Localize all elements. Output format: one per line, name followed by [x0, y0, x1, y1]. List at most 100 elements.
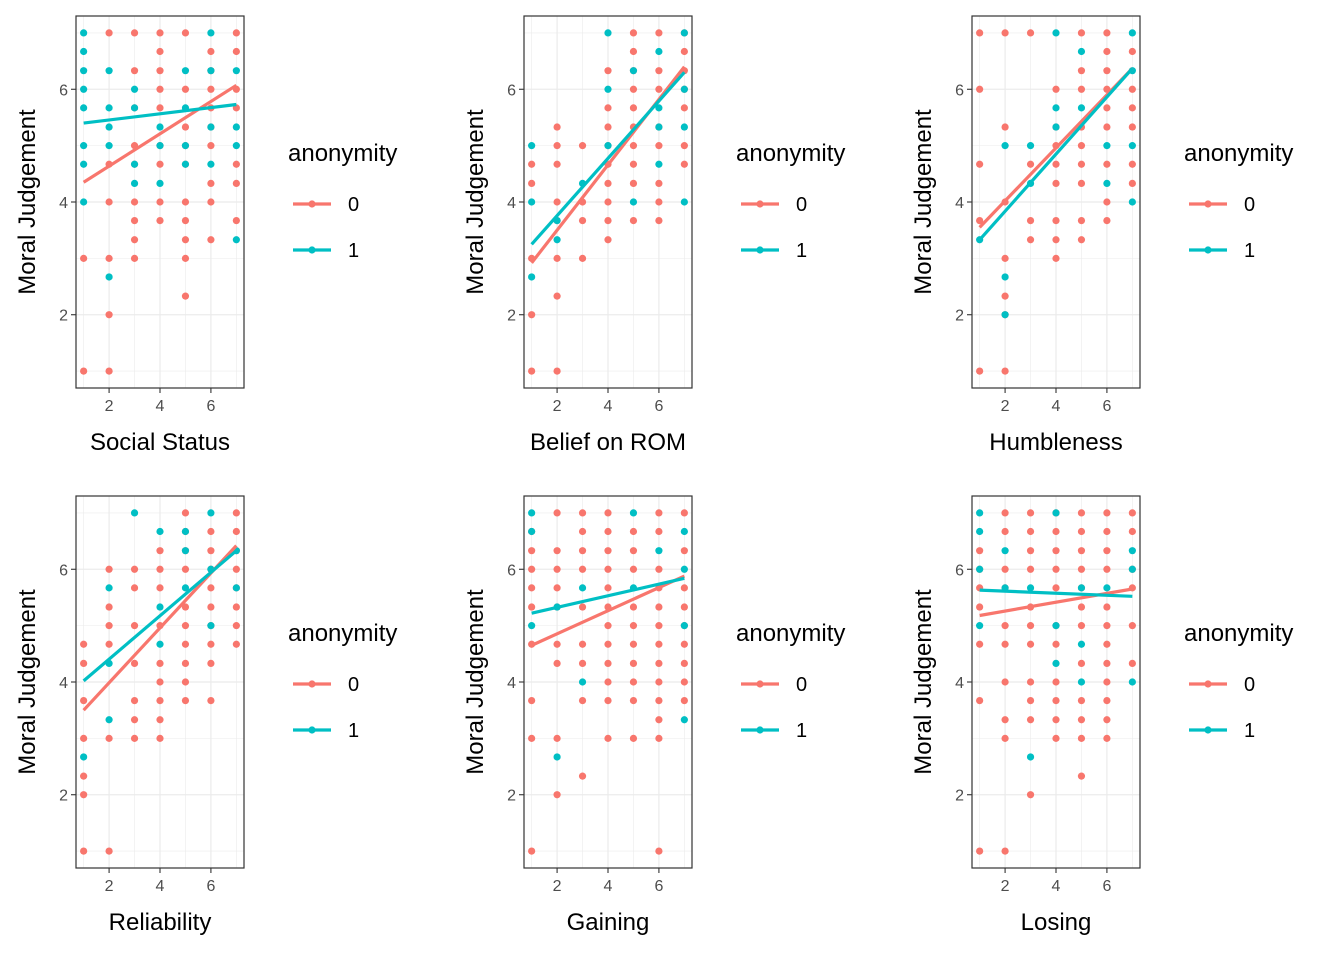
data-point [1052, 659, 1060, 668]
x-tick-label: 6 [206, 878, 215, 895]
x-axis-title: Losing [1021, 909, 1092, 936]
data-point [578, 678, 587, 686]
x-tick-label: 2 [553, 878, 562, 895]
legend: anonymity 0 1 [1184, 620, 1293, 742]
data-point [181, 236, 190, 244]
data-point [629, 29, 638, 37]
data-point [1026, 565, 1035, 573]
data-point [1001, 123, 1009, 131]
data-point [976, 85, 984, 93]
data-point [181, 123, 190, 131]
fit-line-0 [82, 83, 238, 184]
data-point [655, 734, 663, 742]
legend-key-point [756, 726, 764, 734]
data-point [181, 509, 190, 517]
data-point [130, 734, 139, 742]
data-point [604, 236, 612, 244]
data-point [105, 142, 113, 150]
data-point [232, 603, 240, 611]
data-point [976, 217, 984, 225]
panel-2: 2 4 6 2 4 6 Belief on ROM Moral Judgement anonym… [462, 15, 845, 456]
data-point [629, 104, 638, 112]
data-point [207, 85, 215, 93]
data-point [1103, 217, 1111, 225]
y-tick-label: 2 [59, 788, 68, 805]
legend: anonymity 0 1 [736, 140, 845, 262]
legend-title: anonymity [1184, 620, 1293, 647]
data-point [680, 622, 688, 630]
data-point [1001, 367, 1009, 375]
data-point [130, 85, 139, 93]
x-tick-label: 4 [156, 878, 165, 895]
data-point [130, 622, 139, 630]
data-point [604, 565, 612, 573]
data-point [655, 85, 663, 93]
fit-line-1 [531, 576, 685, 615]
data-point [232, 527, 240, 536]
data-point [1001, 29, 1009, 37]
y-tick-label: 2 [59, 308, 68, 325]
data-point [1026, 29, 1035, 37]
data-point [105, 847, 113, 855]
data-point [80, 734, 88, 742]
data-point [1052, 565, 1060, 573]
data-point [629, 678, 638, 686]
legend-key-point [308, 200, 316, 208]
series-0-points [976, 29, 1136, 375]
series-1-points [976, 29, 1136, 319]
data-point [80, 142, 88, 150]
data-point [1128, 509, 1136, 517]
y-tick-label: 4 [59, 195, 68, 212]
data-point [629, 67, 638, 75]
data-point [1001, 640, 1009, 648]
data-point [553, 547, 561, 555]
y-tick-label: 6 [507, 562, 516, 579]
data-point [156, 47, 164, 56]
data-point [232, 67, 240, 75]
data-point [80, 29, 88, 37]
data-point [1077, 179, 1086, 187]
data-point [156, 198, 164, 206]
data-point [604, 142, 612, 150]
y-tick-label: 2 [507, 788, 516, 805]
fit-line-0 [530, 574, 686, 647]
data-point [655, 565, 663, 573]
data-point [976, 622, 984, 630]
data-point [1026, 622, 1035, 630]
data-point [207, 29, 215, 37]
data-point [1077, 772, 1086, 780]
data-point [655, 29, 663, 37]
x-tick-label: 4 [1052, 878, 1061, 895]
x-tick-label: 4 [1052, 398, 1061, 415]
data-point [629, 622, 638, 630]
legend-key-point [1204, 246, 1212, 254]
data-point [156, 179, 164, 187]
legend: anonymity 0 1 [288, 620, 397, 742]
data-point [578, 217, 587, 225]
data-point [130, 716, 139, 724]
y-axis-title: Moral Judgement [14, 589, 41, 775]
data-point [232, 29, 240, 37]
data-point [1128, 142, 1136, 150]
data-point [1026, 678, 1035, 686]
data-point [207, 142, 215, 150]
data-point [553, 659, 561, 668]
data-point [680, 640, 688, 648]
data-point [232, 160, 240, 168]
data-point [181, 85, 190, 93]
data-point [680, 565, 688, 573]
x-tick-label: 2 [553, 398, 562, 415]
legend-key-point [1204, 680, 1212, 688]
data-point [156, 734, 164, 742]
data-point [207, 179, 215, 187]
series-1-points [528, 29, 688, 281]
data-point [1026, 142, 1035, 150]
data-point [207, 160, 215, 168]
data-point [553, 254, 561, 262]
data-point [528, 509, 536, 517]
legend-title: anonymity [288, 140, 397, 167]
data-point [130, 565, 139, 573]
data-point [1001, 311, 1009, 319]
data-point [181, 547, 190, 555]
